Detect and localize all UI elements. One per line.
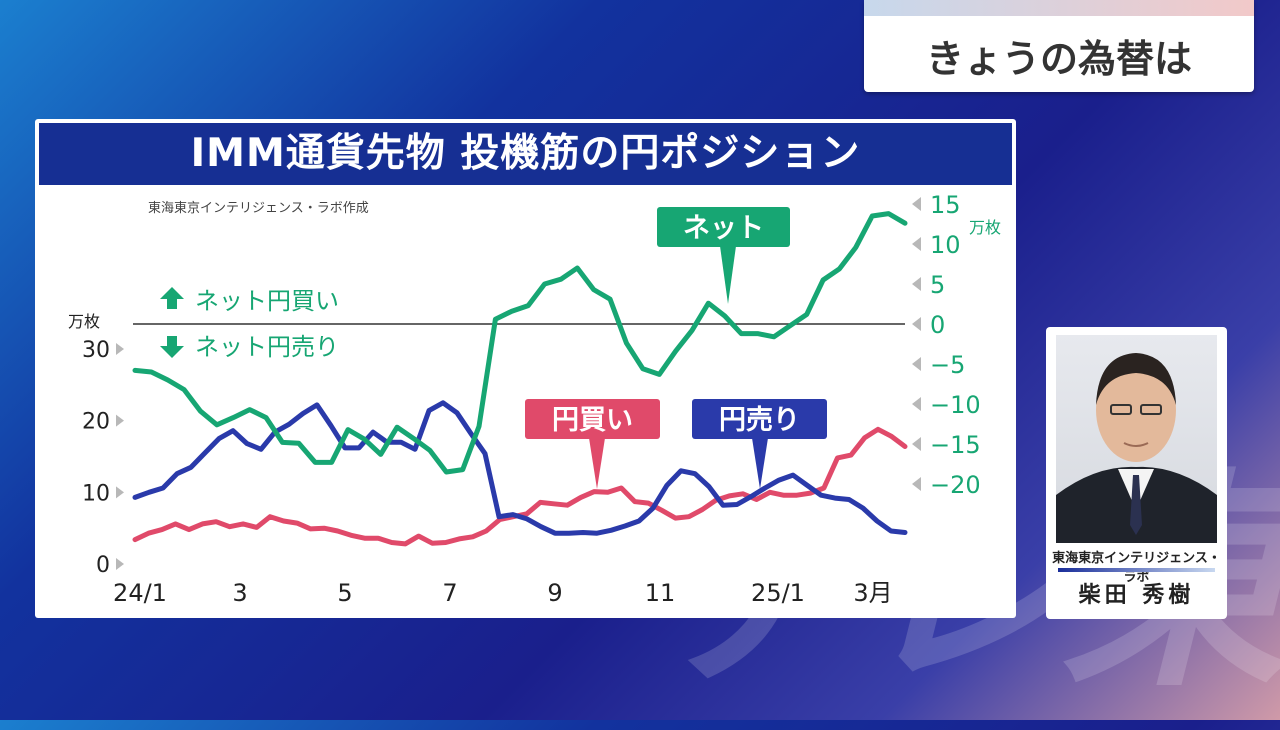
net-callout-label: ネット — [683, 213, 764, 244]
chart-title: IMM通貨先物 投機筋の円ポジション — [39, 123, 1012, 185]
source-note: 東海東京インテリジェンス・ラボ作成 — [148, 200, 369, 216]
right-tick-label: −20 — [930, 471, 981, 499]
x-tick-label: 11 — [645, 579, 676, 607]
yen-sell-callout-box — [692, 399, 827, 439]
right-tick-label: 5 — [930, 271, 945, 299]
left-tick-marker — [116, 486, 124, 499]
right-tick-label: −15 — [930, 431, 981, 459]
x-tick-label: 9 — [547, 579, 562, 607]
right-tick-marker — [912, 317, 921, 331]
yen-buy-callout-pointer — [589, 438, 605, 489]
x-tick-label: 25/1 — [751, 579, 805, 607]
x-tick-label: 24/1 — [113, 579, 167, 607]
left-tick-label: 0 — [96, 553, 110, 578]
left-tick-marker — [116, 343, 124, 355]
right-tick-marker — [912, 237, 921, 251]
yen-sell-callout-pointer — [752, 438, 768, 489]
net-callout-pointer — [720, 246, 736, 304]
x-tick-label: 3 — [232, 579, 247, 607]
topic-accent-bar — [864, 0, 1254, 16]
chart-panel: IMM通貨先物 投機筋の円ポジション 東海東京インテリジェンス・ラボ作成 万枚 30… — [35, 119, 1016, 618]
legend-net-buy: ネット円買い — [195, 287, 339, 315]
left-tick-label: 20 — [82, 410, 110, 435]
right-tick-label: 10 — [930, 231, 961, 259]
name-divider — [1058, 568, 1215, 572]
net-callout-box — [657, 207, 790, 247]
right-tick-marker — [912, 277, 921, 291]
right-tick-marker — [912, 197, 921, 211]
left-axis-unit: 万枚 — [68, 312, 100, 331]
x-tick-label: 5 — [337, 579, 352, 607]
left-tick-label: 10 — [82, 481, 110, 506]
right-axis-unit: 万枚 — [969, 218, 1001, 237]
commentator-photo — [1056, 335, 1217, 543]
topic-label: きょうの為替は — [925, 37, 1192, 81]
right-tick-label: −5 — [930, 351, 965, 379]
right-tick-marker — [912, 397, 921, 411]
yen-buy-callout-label: 円買い — [552, 405, 633, 436]
yen-sell-callout-label: 円売り — [719, 405, 800, 436]
x-tick-label: 7 — [442, 579, 457, 607]
yen-buy-callout-box — [525, 399, 660, 439]
right-tick-marker — [912, 437, 921, 451]
down-arrow-icon — [160, 336, 184, 358]
commentator-card: 東海東京インテリジェンス・ラボ 柴田 秀樹 — [1046, 327, 1227, 619]
left-tick-marker — [116, 414, 124, 427]
right-tick-marker — [912, 477, 921, 491]
commentator-org: 東海東京インテリジェンス・ラボ — [1052, 551, 1221, 585]
commentator-name: 柴田 秀樹 — [1078, 583, 1195, 608]
right-tick-label: 15 — [930, 191, 961, 219]
net-line — [132, 211, 908, 475]
left-tick-marker — [116, 558, 124, 570]
right-tick-label: 0 — [930, 311, 945, 339]
right-tick-label: −10 — [930, 391, 981, 419]
up-arrow-icon — [160, 287, 184, 309]
yen-sell-line — [132, 400, 908, 536]
right-tick-marker — [912, 357, 921, 371]
legend-net-sell: ネット円売り — [195, 333, 339, 361]
left-tick-label: 30 — [82, 338, 110, 363]
x-tick-label: 3月 — [853, 579, 892, 607]
topic-banner: きょうの為替は — [864, 0, 1254, 92]
